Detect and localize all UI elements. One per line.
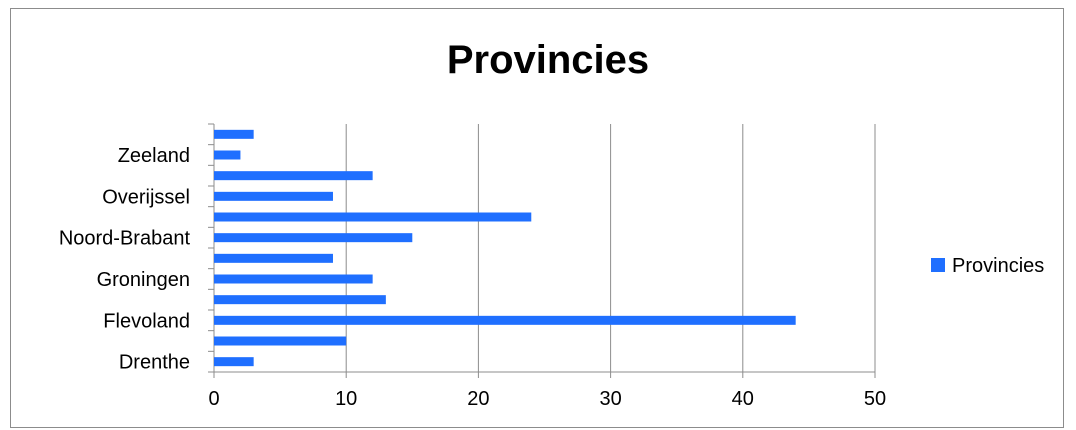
x-tick-label: 30 [599, 388, 621, 410]
x-tick-label: 10 [335, 388, 357, 410]
bar-10 [214, 150, 241, 160]
bar-8 [214, 191, 333, 201]
y-tick-label: Groningen [97, 269, 190, 291]
legend-label: Provincies [952, 255, 1044, 277]
x-tick-label: 0 [208, 388, 219, 410]
bar-9 [214, 171, 373, 181]
legend-swatch [931, 258, 945, 272]
y-tick-label: Overijssel [102, 186, 190, 208]
bar-6 [214, 233, 413, 243]
bar-2 [214, 315, 796, 325]
bar-4 [214, 274, 373, 284]
bar-11 [214, 129, 254, 139]
x-tick-label: 50 [864, 388, 886, 410]
x-tick-label: 40 [732, 388, 754, 410]
chart-frame [10, 8, 1064, 428]
y-tick-label: Drenthe [119, 352, 190, 374]
bar-0 [214, 357, 254, 367]
y-tick-label: Zeeland [118, 145, 190, 167]
bar-1 [214, 336, 347, 346]
chart-title: Provincies [446, 38, 650, 82]
y-tick-label: Noord-Brabant [59, 228, 191, 250]
x-tick-label: 20 [467, 388, 489, 410]
y-tick-label: Flevoland [103, 310, 190, 332]
bar-5 [214, 253, 333, 263]
bar-3 [214, 295, 386, 305]
bar-7 [214, 212, 532, 222]
